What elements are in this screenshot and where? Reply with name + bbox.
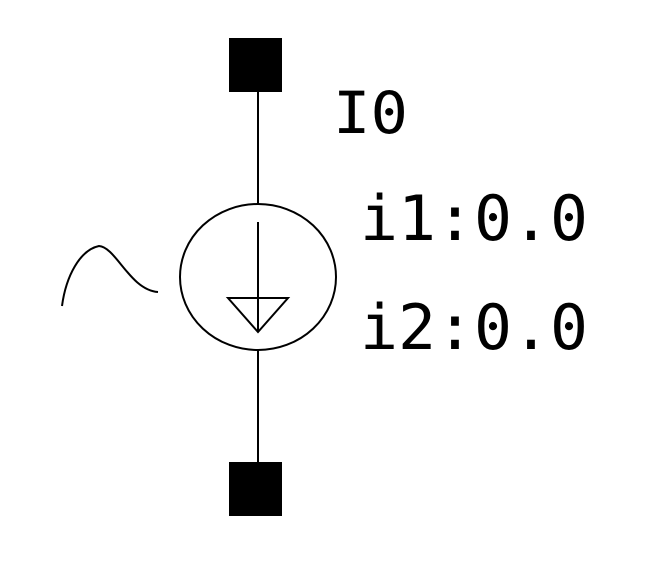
bottom-terminal-pin[interactable] — [229, 462, 282, 516]
param-label-i2: i2:0.0 — [360, 291, 588, 364]
top-terminal-pin[interactable] — [229, 38, 282, 92]
current-source-symbol[interactable] — [179, 203, 337, 351]
waveform-curve-icon — [61, 244, 159, 307]
current-arrow-head — [225, 297, 291, 334]
instance-name-label: I0 — [333, 79, 408, 147]
source-circle — [179, 203, 337, 351]
param-label-i1: i1:0.0 — [360, 182, 588, 255]
